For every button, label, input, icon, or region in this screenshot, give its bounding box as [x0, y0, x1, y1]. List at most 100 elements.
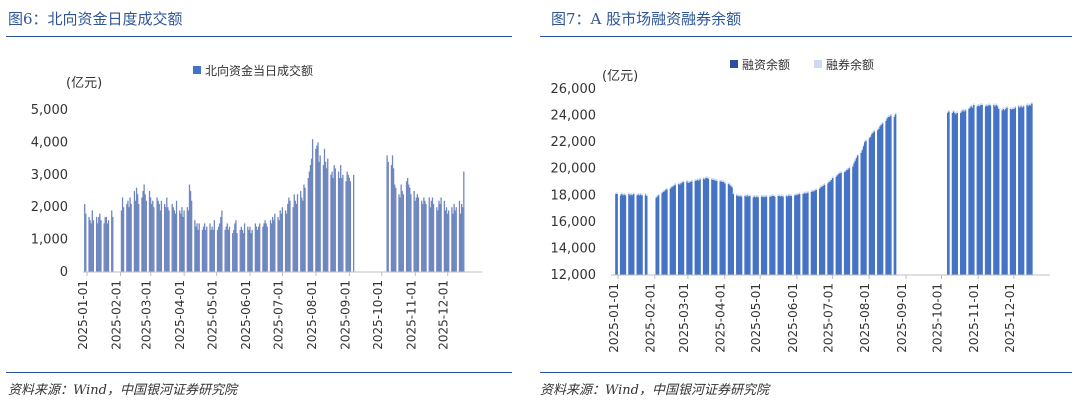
bar — [787, 196, 789, 275]
bar — [417, 197, 420, 272]
bar — [960, 112, 962, 275]
bar — [152, 200, 154, 272]
bar — [265, 223, 267, 272]
bar — [294, 200, 296, 272]
bar-securities-lending — [873, 129, 876, 132]
bar — [92, 220, 95, 272]
bar — [865, 140, 867, 275]
bar — [386, 155, 388, 272]
bar — [1009, 108, 1012, 276]
bar — [405, 181, 408, 272]
bar-securities-lending — [740, 195, 743, 197]
bar — [674, 184, 676, 275]
bar — [304, 187, 306, 272]
bar — [805, 193, 808, 275]
bar — [732, 193, 734, 275]
bar — [673, 185, 675, 275]
bar-securities-lending — [640, 193, 642, 195]
bar — [248, 229, 250, 272]
bar — [98, 216, 100, 272]
bar-securities-lending — [810, 190, 813, 192]
bar — [234, 223, 236, 272]
bar — [984, 106, 987, 276]
bar-securities-lending — [868, 136, 871, 139]
bar-securities-lending — [721, 180, 724, 182]
bar — [259, 223, 261, 272]
bar-securities-lending — [680, 181, 682, 184]
bar — [1012, 108, 1014, 276]
bar-securities-lending — [951, 111, 954, 113]
bar-securities-lending — [696, 178, 699, 180]
bar-securities-lending — [819, 187, 821, 189]
bar — [149, 197, 152, 272]
x-tick-label: 2025-01-01 — [76, 280, 90, 350]
bar-securities-lending — [973, 103, 975, 105]
bar — [157, 200, 159, 272]
bar-securities-lending — [829, 179, 832, 182]
bar — [723, 182, 725, 275]
bar-securities-lending — [753, 195, 756, 197]
bar — [796, 194, 798, 275]
bar-securities-lending — [777, 194, 780, 196]
bar — [440, 197, 442, 272]
bar — [739, 195, 742, 275]
bar-securities-lending — [619, 193, 622, 196]
bar — [126, 203, 128, 272]
bar — [996, 106, 999, 276]
bar — [221, 210, 223, 272]
bar-securities-lending — [661, 191, 663, 194]
bar-securities-lending — [888, 115, 891, 117]
bar — [218, 226, 220, 272]
bar — [638, 195, 641, 275]
bar — [837, 174, 840, 275]
bar — [242, 233, 245, 272]
bar — [1029, 105, 1032, 275]
bar-securities-lending — [655, 196, 657, 198]
bar — [771, 195, 774, 275]
x-tick-label: 2025-07-01 — [272, 280, 286, 350]
bar-securities-lending — [993, 103, 995, 105]
bar — [760, 196, 763, 275]
bar-securities-lending — [987, 104, 989, 107]
bar — [401, 191, 403, 272]
bar-securities-lending — [795, 193, 797, 196]
bar — [390, 165, 393, 272]
bar-securities-lending — [886, 116, 889, 119]
bar — [462, 207, 464, 272]
bar — [971, 107, 974, 275]
bar-securities-lending — [727, 182, 730, 184]
bar — [789, 195, 791, 275]
bar — [133, 191, 136, 272]
bar-securities-lending — [996, 104, 999, 107]
bar — [179, 210, 181, 272]
bar — [873, 131, 876, 275]
northbound-turnover-chart: (亿元) 北向资金当日成交额 0 1,000 2,000 3,000 4,000 5,00… — [31, 63, 482, 350]
bar-securities-lending — [960, 111, 962, 113]
bar — [284, 210, 287, 272]
bar — [180, 213, 182, 272]
bar-securities-lending — [785, 194, 788, 196]
bar — [887, 116, 890, 276]
bar — [415, 197, 417, 272]
bar — [756, 196, 758, 275]
y-tick-label: 4,000 — [31, 135, 68, 150]
bar — [191, 200, 193, 272]
bar-securities-lending — [638, 193, 641, 196]
bar — [880, 124, 883, 276]
bar — [702, 178, 705, 275]
bar — [705, 178, 707, 275]
bar — [300, 191, 302, 272]
bar — [334, 168, 336, 272]
bar — [387, 161, 389, 272]
bar — [715, 180, 718, 275]
bar — [345, 181, 347, 272]
bar — [198, 223, 200, 272]
bar — [206, 226, 208, 272]
bar — [686, 181, 688, 275]
bar — [205, 229, 207, 272]
bar — [798, 193, 801, 275]
bar — [84, 203, 86, 272]
bar-securities-lending — [752, 195, 755, 198]
bar — [871, 134, 873, 275]
bar-securities-lending — [686, 179, 688, 182]
